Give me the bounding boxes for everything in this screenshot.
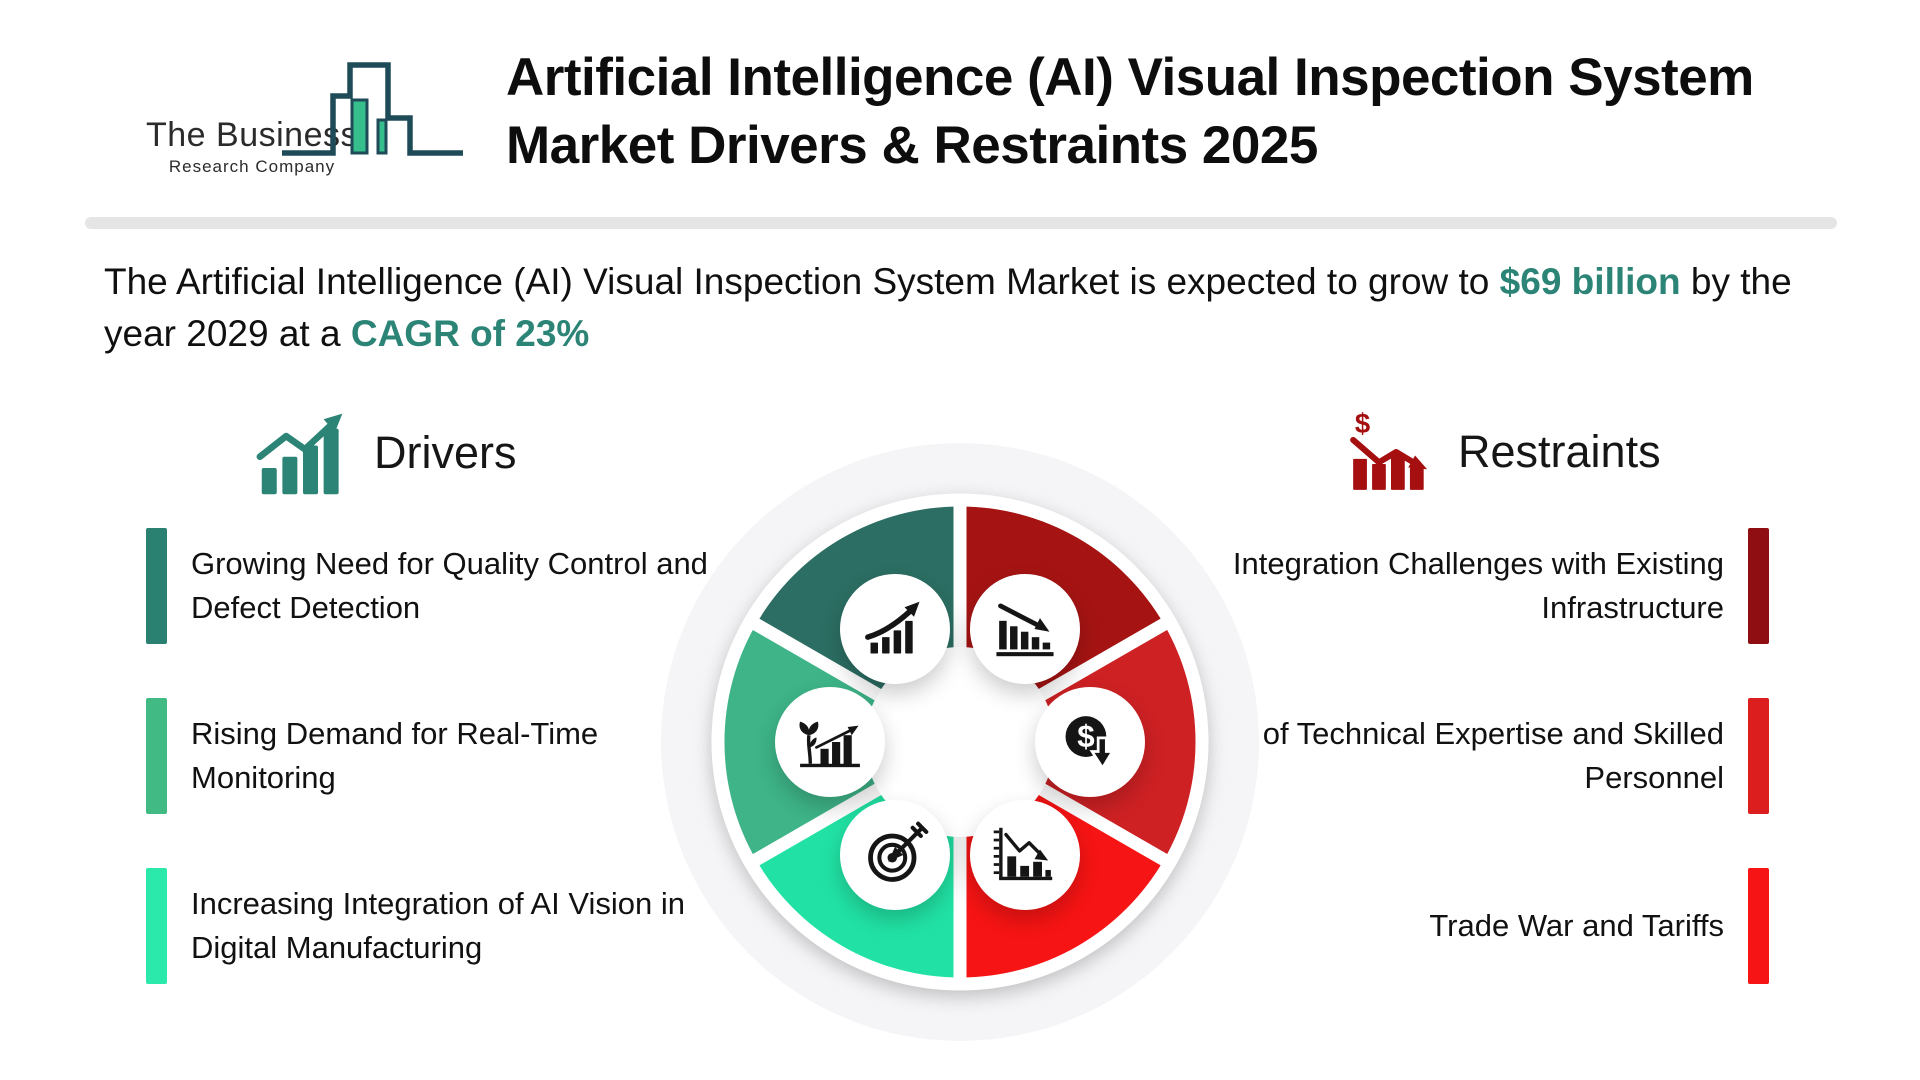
restraint-item: Integration Challenges with Existing Inf… — [1129, 528, 1769, 644]
restraint-item-text: Lack of Technical Expertise and Skilled … — [1188, 716, 1724, 795]
restraint-item: Trade War and Tariffs — [1129, 868, 1769, 984]
driver-item-text: Increasing Integration of AI Vision in D… — [191, 886, 686, 965]
logo-name-line2: Research Company — [168, 157, 336, 176]
driver-item-text: Growing Need for Quality Control and Def… — [191, 546, 708, 625]
target-icon — [868, 821, 929, 882]
restraint-bubble-2: $ — [1035, 687, 1145, 797]
driver-item-text: Rising Demand for Real-Time Monitoring — [191, 716, 599, 795]
restraints-heading: Restraints — [1458, 426, 1661, 477]
market-size-highlight: $69 billion — [1499, 261, 1681, 302]
page-title-line2: Market Drivers & Restraints 2025 — [506, 115, 1318, 175]
drivers-list: Growing Need for Quality Control and Def… — [146, 528, 786, 1038]
declining-graph-icon — [993, 827, 1053, 881]
restraint-bubble-1 — [970, 574, 1080, 684]
driver-bubble-1 — [840, 574, 950, 684]
company-logo: The Business Research Company — [146, 116, 358, 177]
declining-bars-icon — [996, 603, 1054, 657]
restraint-item-text: Integration Challenges with Existing Inf… — [1232, 546, 1724, 625]
growth-bars-arrow-icon — [256, 413, 343, 495]
intro-text-mid: by the year 2029 at a — [104, 261, 1792, 354]
driver-item: Increasing Integration of AI Vision in D… — [146, 868, 786, 984]
restraint-accent-bar — [1748, 698, 1769, 814]
page-title: Artificial Intelligence (AI) Visual Insp… — [506, 44, 1836, 180]
declining-bars-dollar-icon: $ — [1350, 408, 1428, 490]
driver-bubble-3 — [840, 800, 950, 910]
driver-bubble-2 — [775, 687, 885, 797]
header-divider — [85, 217, 1837, 229]
driver-item: Rising Demand for Real-Time Monitoring — [146, 698, 786, 814]
driver-item: Growing Need for Quality Control and Def… — [146, 528, 786, 644]
restraint-item-text: Trade War and Tariffs — [1429, 908, 1724, 943]
growth-chart-icon — [865, 601, 920, 654]
driver-accent-bar — [146, 698, 167, 814]
intro-text: The Artificial Intelligence (AI) Visual … — [104, 261, 1500, 302]
restraint-accent-bar — [1748, 528, 1769, 644]
page-title-line1: Artificial Intelligence (AI) Visual Insp… — [506, 48, 1754, 107]
restraint-bubble-3 — [970, 800, 1080, 910]
intro-sentence: The Artificial Intelligence (AI) Visual … — [104, 256, 1804, 360]
cagr-highlight: CAGR of 23% — [350, 313, 590, 354]
restraint-accent-bar — [1748, 868, 1769, 984]
restraints-header: $ Restraints — [1348, 406, 1661, 498]
drivers-header: Drivers — [256, 408, 517, 498]
logo-name-line1: The Business — [146, 116, 358, 154]
logo-skyline-icon — [282, 62, 463, 156]
driver-accent-bar — [146, 868, 167, 984]
svg-text:$: $ — [1077, 719, 1094, 754]
drivers-restraints-wheel: $ — [640, 422, 1280, 1062]
plant-growth-chart-icon — [799, 721, 860, 768]
restraints-list: Integration Challenges with Existing Inf… — [1129, 528, 1769, 1038]
restraint-item: Lack of Technical Expertise and Skilled … — [1129, 698, 1769, 814]
drivers-heading: Drivers — [374, 427, 517, 478]
svg-text:$: $ — [1355, 408, 1370, 439]
dollar-decrease-icon: $ — [1065, 716, 1115, 771]
driver-accent-bar — [146, 528, 167, 644]
